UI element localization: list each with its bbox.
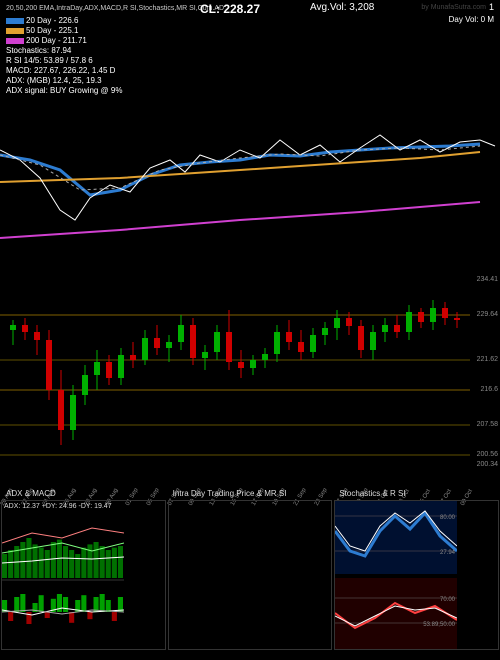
- timeframe: 1: [489, 2, 494, 12]
- day-vol: Day Vol: 0 M: [449, 15, 494, 24]
- panel-title: Stochastics & R SI: [339, 489, 405, 498]
- panel-title: ADX & MACD: [6, 489, 56, 498]
- adx-values: ADX: 12.37 +DY: 24.96 -DY: 19.47: [4, 503, 112, 510]
- adx-macd-panel: ADX & MACD ADX: 12.37 +DY: 24.96 -DY: 19…: [1, 500, 166, 650]
- chart-header: 20,50,200 EMA,IntraDay,ADX,MACD,R SI,Sto…: [0, 0, 500, 100]
- avg-vol: Avg.Vol: 3,208: [310, 2, 374, 13]
- svg-text:80.00: 80.00: [440, 515, 456, 521]
- info-block: 20 Day - 226.650 Day - 225.1200 Day - 21…: [6, 16, 494, 95]
- indicator-title: 20,50,200 EMA,IntraDay,ADX,MACD,R SI,Sto…: [6, 5, 224, 12]
- svg-text:53.89,50.00: 53.89,50.00: [424, 622, 456, 628]
- source-watermark: by MunafaSutra.com: [421, 4, 486, 11]
- svg-text:70.00: 70.00: [440, 597, 456, 603]
- intraday-panel: Intra Day Trading Price & MR SI: [168, 500, 333, 650]
- ema-chart: [0, 100, 500, 250]
- indicator-row: ADX & MACD ADX: 12.37 +DY: 24.96 -DY: 19…: [0, 500, 500, 650]
- candlestick-chart: 20 Aug22 Aug24 Aug26 Aug28 Aug30 Aug01 S…: [0, 270, 500, 490]
- panel-title: Intra Day Trading Price & MR SI: [173, 489, 287, 498]
- stochastics-panel: Stochastics & R SI 80.0027.9470.0053.89,…: [334, 500, 499, 650]
- svg-text:27.94: 27.94: [440, 550, 456, 556]
- info-right: Day Vol: 0 M: [449, 14, 494, 25]
- close-price: CL: 228.27: [200, 2, 260, 16]
